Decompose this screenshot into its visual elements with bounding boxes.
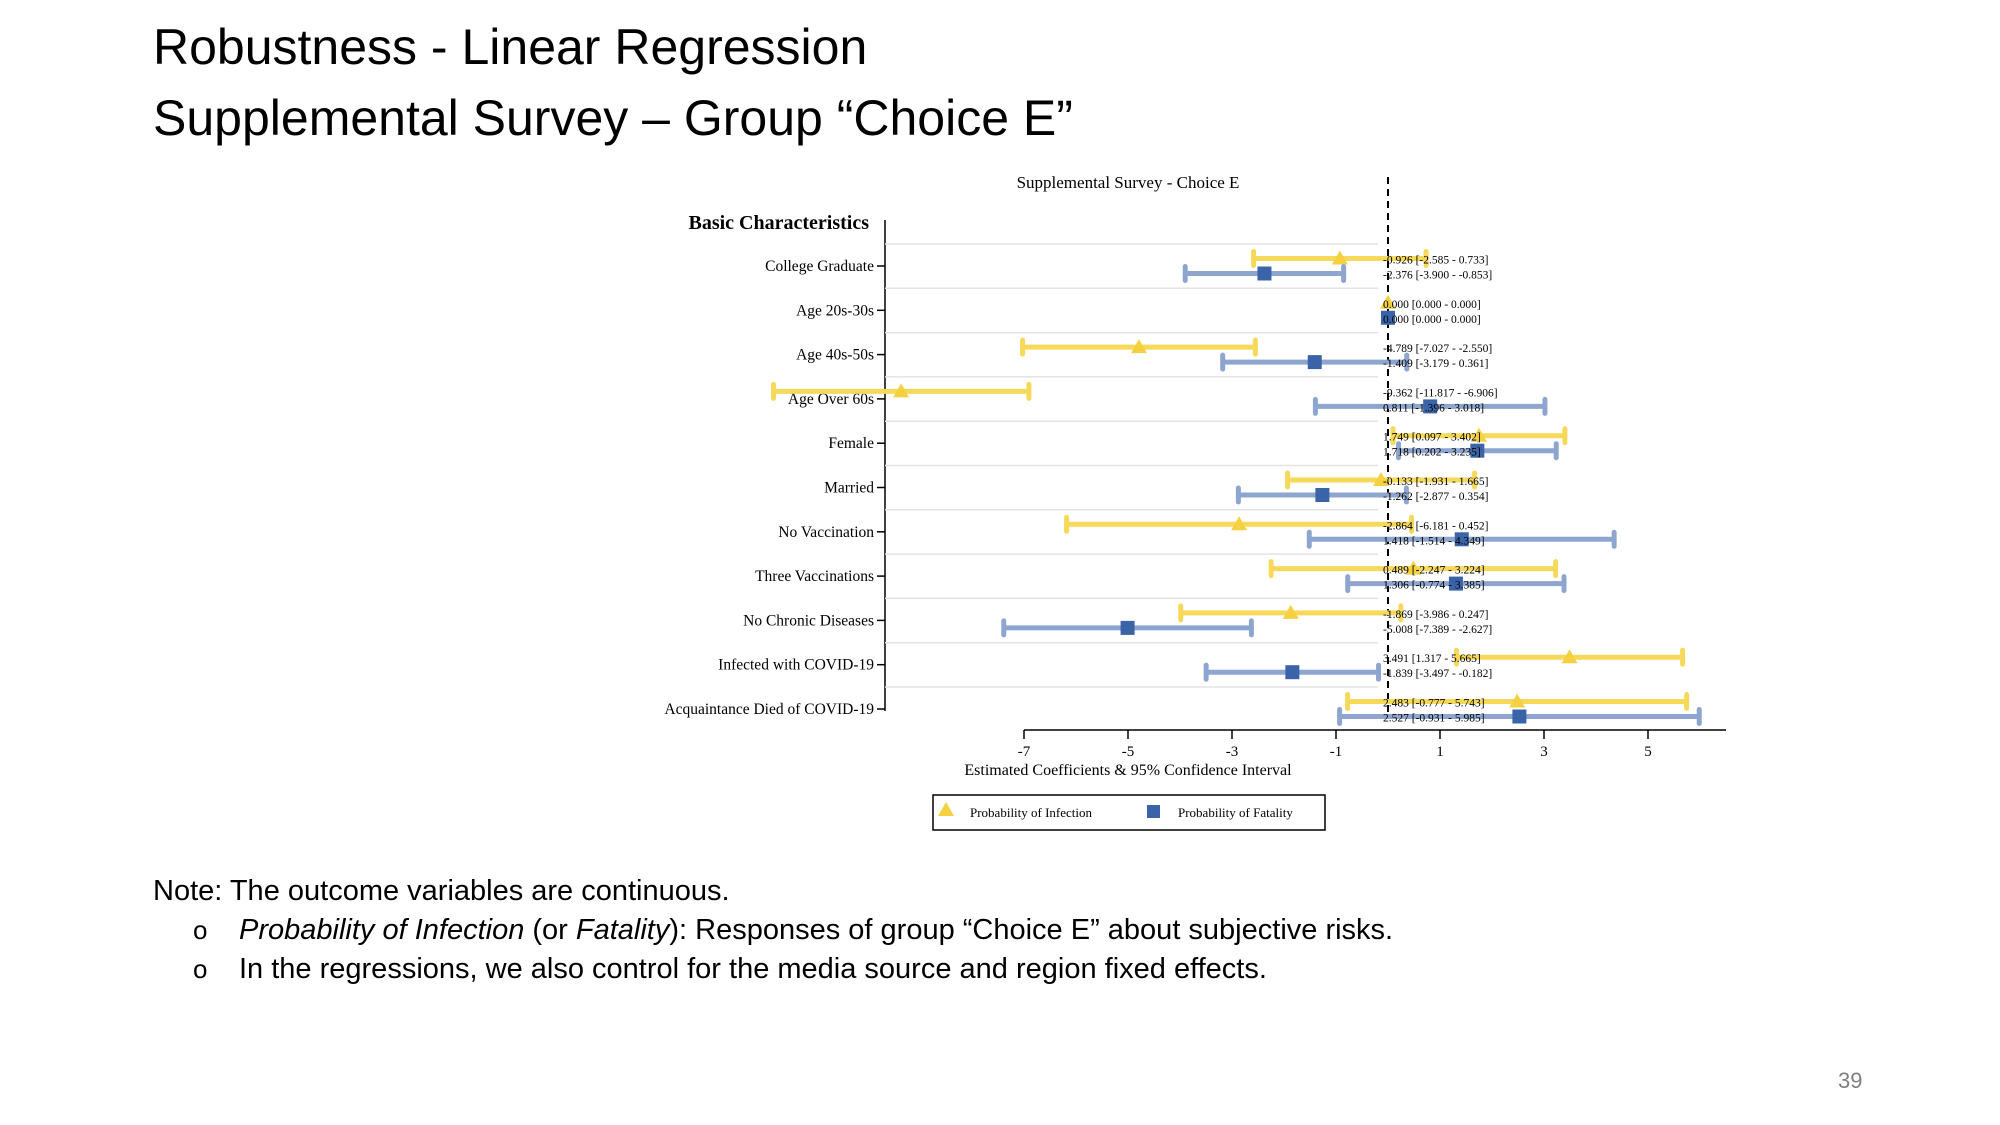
category-label: Age Over 60s [788, 391, 874, 408]
value-label: -0.926 [-2.585 - 0.733] [1383, 255, 1488, 267]
legend-box [932, 794, 1326, 831]
category-label: Three Vaccinations [755, 568, 874, 585]
bullet-circle-icon: o [193, 954, 208, 984]
infection-point [1509, 693, 1526, 708]
slide-title: Robustness - Linear Regression Supplemen… [153, 12, 1073, 154]
page-number: 39 [1838, 1068, 1863, 1093]
note-block: Note: The outcome variables are continuo… [153, 875, 1393, 992]
chart-title: Supplemental Survey - Choice E [1017, 173, 1240, 192]
note-bullet-2-text: In the regressions, we also control for … [239, 953, 1267, 985]
x-tick-label: -5 [1122, 744, 1135, 760]
legend-fatality-label: Probability of Fatality [1178, 805, 1293, 820]
value-label: 3.491 [1.317 - 5.665] [1383, 653, 1481, 665]
bullet-circle-icon: o [193, 915, 208, 945]
fatality-point [1470, 443, 1485, 458]
legend-infection-icon [938, 802, 954, 816]
value-label: -9.362 [-11.817 - -6.906] [1383, 387, 1498, 399]
infection-point [1373, 472, 1390, 486]
legend-infection-label: Probability of Infection [970, 805, 1093, 820]
x-tick-label: -7 [1018, 744, 1031, 760]
slide-title-line-1: Robustness - Linear Regression [153, 19, 868, 75]
infection-point [893, 383, 910, 398]
value-label: -4.789 [-7.027 - -2.550] [1383, 343, 1492, 355]
fatality-point [1285, 665, 1300, 680]
note-bullet-1-italic-b: Fatality [575, 914, 670, 946]
infection-point [1130, 339, 1147, 354]
fatality-point [1512, 709, 1527, 724]
infection-point [1380, 294, 1396, 309]
infection-point [1231, 516, 1248, 531]
x-tick-label: 1 [1436, 744, 1444, 760]
x-tick-label: -3 [1226, 744, 1239, 760]
value-label: -2.376 [-3.900 - -0.853] [1383, 270, 1492, 282]
note-bullet-1: o Probability of Infection (or Fatality):… [193, 914, 1393, 947]
fatality-point [1454, 532, 1469, 547]
value-label: 0.000 [0.000 - 0.000] [1383, 314, 1481, 326]
value-label: -1.262 [-2.877 - 0.354] [1383, 491, 1488, 503]
value-label: 1.718 [0.202 - 3.235] [1383, 447, 1481, 459]
note-bullet-1-mid: (or [524, 914, 576, 946]
group-heading: Basic Characteristics [688, 212, 869, 234]
infection-point [1470, 427, 1487, 442]
note-bullet-1-rest: ): Responses of group “Choice E” about s… [669, 914, 1394, 946]
note-heading: Note: The outcome variables are continuo… [153, 875, 730, 907]
value-label: 2.527 [-0.931 - 5.985] [1383, 713, 1485, 725]
infection-point [1282, 604, 1299, 619]
category-label: College Graduate [765, 258, 874, 275]
value-label: 0.489 [-2.247 - 3.224] [1383, 565, 1485, 577]
value-label: -5.008 [-7.389 - -2.627] [1383, 624, 1492, 636]
x-tick-label: -1 [1330, 744, 1343, 760]
note-bullets: o Probability of Infection (or Fatality):… [153, 914, 1393, 986]
fatality-point [1120, 620, 1135, 635]
infection-point [1561, 649, 1578, 664]
category-label: Married [824, 480, 874, 497]
value-label: 1.306 [-0.774 - 3.385] [1383, 580, 1485, 592]
x-tick-label: 3 [1540, 744, 1548, 760]
coefficient-chart: Supplemental Survey - Choice E Basic Char… [664, 173, 1726, 831]
fatality-point [1315, 488, 1330, 502]
category-label: Infected with COVID-19 [718, 657, 874, 674]
fatality-point [1381, 310, 1395, 325]
value-label: 0.811 [-1.396 - 3.018] [1383, 402, 1484, 414]
fatality-point [1257, 266, 1272, 281]
fatality-point [1448, 576, 1463, 591]
infection-point [1331, 250, 1348, 265]
x-axis-label: Estimated Coefficients & 95% Confidence … [964, 762, 1292, 779]
value-label: 1.749 [0.097 - 3.402] [1383, 432, 1481, 444]
category-label: Acquaintance Died of COVID-19 [664, 701, 874, 718]
value-label: 0.000 [0.000 - 0.000] [1383, 299, 1481, 311]
legend-fatality-icon [1147, 805, 1160, 818]
infection-point [1405, 560, 1422, 575]
value-label: -1.409 [-3.179 - 0.361] [1383, 358, 1488, 370]
fatality-point [1423, 399, 1438, 414]
category-label: Female [828, 435, 874, 452]
category-label: No Chronic Diseases [743, 612, 874, 629]
slide-title-line-2: Supplemental Survey – Group “Choice E” [153, 90, 1073, 146]
category-label: Age 20s-30s [796, 302, 874, 319]
note-bullet-1-italic-a: Probability of Infection [239, 914, 525, 946]
value-label: 2.483 [-0.777 - 5.743] [1383, 698, 1485, 710]
x-tick-label: 5 [1644, 744, 1652, 760]
value-label: 1.418 [-1.514 - 4.349] [1383, 535, 1485, 547]
note-bullet-2: o In the regressions, we also control for… [193, 953, 1393, 986]
value-label: -1.839 [-3.497 - -0.182] [1383, 668, 1492, 680]
fatality-point [1307, 355, 1322, 370]
value-label: -1.869 [-3.986 - 0.247] [1383, 609, 1488, 621]
category-label: No Vaccination [778, 524, 874, 541]
value-label: -2.864 [-6.181 - 0.452] [1383, 520, 1488, 532]
value-label: -0.133 [-1.931 - 1.665] [1383, 476, 1488, 488]
category-label: Age 40s-50s [796, 347, 874, 364]
